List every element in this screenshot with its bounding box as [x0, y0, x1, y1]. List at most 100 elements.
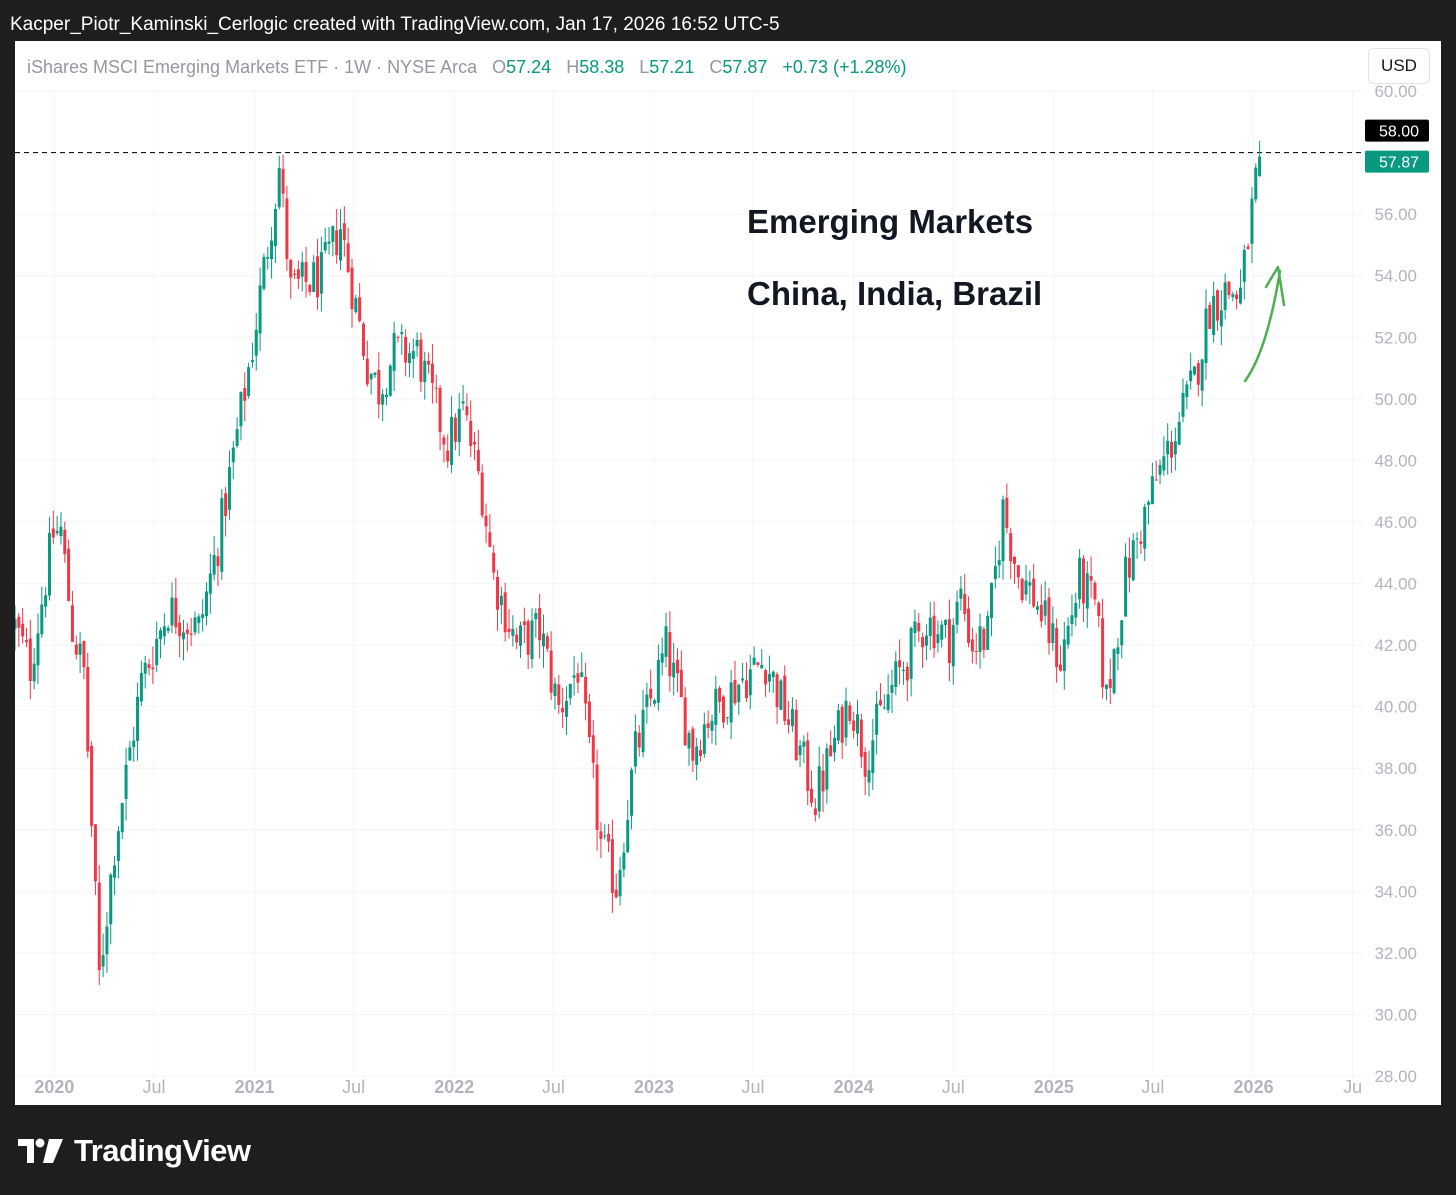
- chart-panel[interactable]: 60.00 56.00 54.00 52.00 50.00 48.00 46.00 44.00…: [15, 41, 1441, 1105]
- candle-body: [339, 229, 343, 261]
- candle-body: [151, 667, 155, 670]
- candle-body: [1112, 649, 1116, 694]
- candle-body: [963, 593, 967, 615]
- candle-body: [553, 683, 557, 697]
- candle-body: [358, 297, 362, 321]
- candle-body: [645, 694, 649, 707]
- candle-body: [790, 708, 794, 727]
- candle-body: [1219, 310, 1223, 327]
- candle-body: [687, 732, 691, 749]
- candle-body: [683, 697, 687, 746]
- candle-body: [974, 651, 978, 653]
- candle-body: [990, 583, 994, 619]
- candle-body: [928, 617, 932, 636]
- last-price-tag: [1365, 150, 1429, 173]
- arrow-shaft: [1243, 269, 1282, 383]
- candle-body: [93, 824, 97, 882]
- price-tick-label: 56.00: [1374, 205, 1417, 224]
- time-tick-label: 2026: [1234, 1077, 1274, 1097]
- tradingview-logo[interactable]: TradingView: [18, 1133, 251, 1169]
- candle-body: [1185, 384, 1189, 398]
- candle-body: [672, 662, 676, 678]
- candle-body: [24, 640, 28, 643]
- candle-body: [74, 644, 78, 655]
- candle-body: [802, 741, 806, 747]
- candle-body: [706, 723, 710, 728]
- currency-button[interactable]: USD: [1368, 48, 1430, 84]
- candle-body: [427, 360, 431, 365]
- candle-body: [610, 839, 614, 894]
- candle-body: [630, 769, 634, 816]
- price-chart[interactable]: 60.00 56.00 54.00 52.00 50.00 48.00 46.00 44.00…: [15, 41, 1441, 1105]
- candle-body: [1074, 602, 1078, 618]
- candle-body: [457, 408, 461, 443]
- candle-body: [1135, 538, 1139, 540]
- candle-body: [415, 339, 419, 347]
- candle-body: [633, 731, 637, 767]
- candle-body: [856, 714, 859, 734]
- candle-body: [1108, 679, 1112, 689]
- candle-body: [312, 262, 316, 292]
- candle-body: [664, 626, 668, 657]
- time-tick-label: 2020: [34, 1077, 74, 1097]
- candle-body: [1162, 456, 1166, 471]
- candle-body: [396, 336, 400, 338]
- candle-body: [1104, 684, 1108, 690]
- candle-body: [281, 168, 285, 194]
- candle-body: [760, 664, 764, 669]
- candle-body: [243, 387, 247, 401]
- candle-body: [982, 628, 986, 651]
- candle-body: [817, 766, 821, 812]
- candle-body: [193, 617, 197, 633]
- candle-body: [515, 634, 519, 643]
- candle-body: [775, 674, 779, 707]
- candle-body: [40, 604, 44, 635]
- candle-body: [377, 370, 381, 405]
- candle-body: [1254, 167, 1258, 200]
- candle-body: [262, 256, 266, 289]
- candle-body: [32, 663, 36, 682]
- candle-body: [557, 684, 561, 705]
- time-tick-label: Ju: [1343, 1077, 1362, 1097]
- candle-body: [266, 257, 270, 259]
- time-tick-label: 2021: [235, 1077, 275, 1097]
- symbol-legend[interactable]: iShares MSCI Emerging Markets ETF · 1W ·…: [27, 57, 907, 78]
- candle-body: [105, 926, 109, 955]
- candle-body: [561, 707, 565, 713]
- candle-body: [936, 634, 940, 644]
- candle-body: [541, 633, 545, 647]
- low-value: 57.21: [649, 57, 695, 77]
- candle-body: [882, 707, 886, 709]
- candle-body: [400, 331, 404, 335]
- high-label: H: [566, 57, 580, 77]
- candle-body: [967, 608, 971, 643]
- candle-body: [676, 659, 680, 674]
- candle-body: [622, 852, 626, 870]
- candle-body: [905, 666, 909, 681]
- price-tick-label: 36.00: [1374, 821, 1417, 840]
- candle-body: [434, 387, 438, 389]
- time-tick-label: 2022: [434, 1077, 474, 1097]
- candle-body: [197, 616, 201, 624]
- low-label: L: [639, 57, 650, 77]
- candle-body: [1028, 582, 1032, 586]
- candle-body: [614, 889, 618, 898]
- candle-body: [603, 835, 607, 837]
- candle-body: [924, 635, 928, 646]
- candle-body: [170, 597, 174, 626]
- candle-body: [101, 955, 105, 967]
- candle-body: [124, 764, 128, 799]
- candle-body: [691, 728, 695, 761]
- candle-body: [419, 339, 423, 382]
- candle-body: [1047, 597, 1051, 644]
- candle-body: [668, 632, 672, 677]
- last-price-label: 57.87: [1379, 155, 1419, 172]
- candle-body: [270, 240, 274, 260]
- candle-body: [595, 764, 599, 830]
- candle-body: [871, 740, 875, 774]
- candle-body: [568, 683, 572, 699]
- candle-body: [78, 643, 82, 655]
- candle-body: [1032, 578, 1036, 607]
- candle-body: [1242, 249, 1246, 282]
- candle-body: [36, 633, 40, 666]
